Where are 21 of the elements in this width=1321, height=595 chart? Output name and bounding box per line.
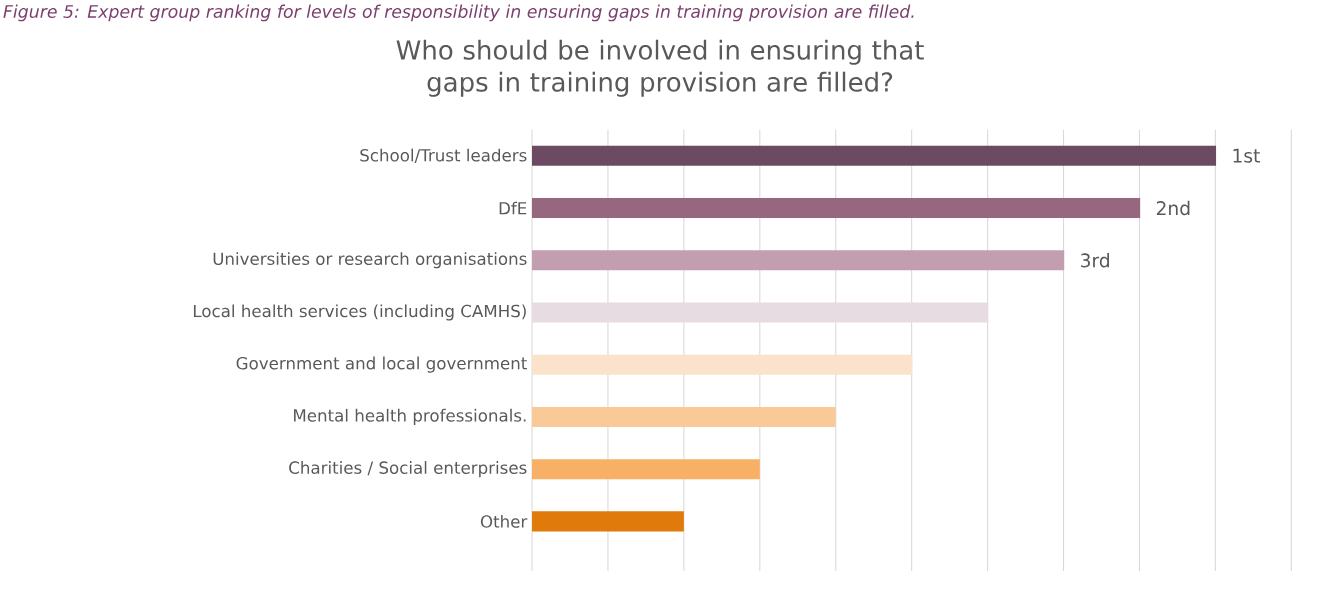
- y-tick-label: Other: [480, 514, 528, 528]
- bar: [532, 459, 760, 480]
- annotation: 1st: [1233, 148, 1260, 163]
- y-tick-label: Mental health professionals.: [294, 408, 526, 425]
- annotation: 3rd: [1081, 253, 1109, 268]
- y-tick-label: DfE: [499, 201, 527, 215]
- bar: [532, 302, 989, 323]
- caption: Figure 5: Expert group ranking for levels of responsibility in ensuring gaps in training provision are filled.: [3, 4, 914, 22]
- annotation: 2nd: [1156, 200, 1190, 216]
- y-tick-label: Charities / Social enterprises: [289, 461, 527, 478]
- chart-title: Who should be involved in ensuring that gaps in training provision are filled?: [396, 39, 924, 97]
- bar: [532, 198, 1141, 219]
- y-tick-label: School/Trust leaders: [360, 148, 527, 163]
- bar: [532, 145, 1217, 166]
- y-tick-label: Universities or research organisations: [213, 252, 527, 269]
- y-tick-label: Government and local government: [236, 356, 527, 373]
- bar: [532, 354, 913, 375]
- bar: [532, 511, 684, 532]
- bar: [532, 250, 1065, 271]
- y-tick-label: Local health services (including CAMHS): [193, 304, 526, 321]
- bar: [532, 406, 836, 427]
